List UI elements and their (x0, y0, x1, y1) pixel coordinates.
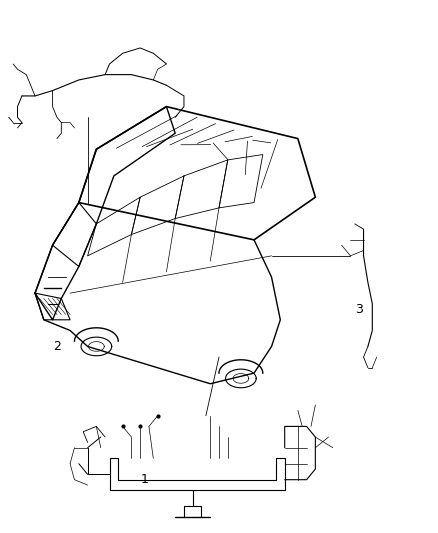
Text: 3: 3 (355, 303, 363, 316)
Text: 1: 1 (141, 473, 148, 486)
Text: 2: 2 (53, 340, 61, 353)
